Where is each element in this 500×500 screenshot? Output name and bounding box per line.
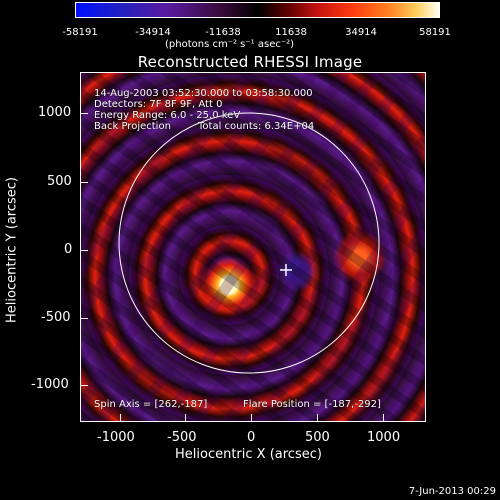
info-detectors: Detectors: 7F 8F 9F, Att 0 bbox=[94, 99, 223, 110]
y-tick-mark bbox=[80, 250, 88, 251]
x-tick-mark bbox=[120, 414, 121, 422]
info-time-range: 14-Aug-2003 03:52:30.000 to 03:58:30.000 bbox=[94, 88, 313, 99]
x-axis-label: Heliocentric X (arcsec) bbox=[175, 447, 322, 462]
timestamp: 7-Jun-2013 00:29 bbox=[408, 486, 496, 497]
colorbar-tick: -11638 bbox=[205, 27, 241, 38]
y-tick-mark bbox=[80, 113, 88, 114]
colorbar-tick: 11638 bbox=[275, 27, 307, 38]
page-title: Reconstructed RHESSI Image bbox=[137, 53, 363, 71]
info-method: Back Projection bbox=[94, 121, 171, 132]
x-tick-label: -1000 bbox=[97, 430, 135, 445]
colorbar-tick: 58191 bbox=[419, 27, 451, 38]
y-axis-label: Heliocentric Y (arcsec) bbox=[4, 177, 20, 323]
y-tick-label: 500 bbox=[47, 174, 72, 189]
solar-limb-circle bbox=[118, 112, 380, 374]
y-tick-mark bbox=[80, 318, 88, 319]
y-tick-label: -500 bbox=[41, 310, 71, 325]
spin-axis-label: Spin Axis = [262,-187] bbox=[94, 399, 208, 410]
info-energy-range: Energy Range: 6.0 - 25.0 keV bbox=[94, 110, 241, 121]
x-tick-label: 500 bbox=[305, 430, 330, 445]
plot-overlay bbox=[118, 112, 380, 374]
x-tick-label: -500 bbox=[167, 430, 197, 445]
x-tick-mark bbox=[185, 414, 186, 422]
colorbar-unit: (photons cm⁻² s⁻¹ asec⁻²) bbox=[165, 39, 295, 50]
rhessi-image: 14-Aug-2003 03:52:30.000 to 03:58:30.000… bbox=[80, 72, 426, 422]
colorbar-tick: -58191 bbox=[62, 27, 98, 38]
y-tick-mark bbox=[80, 385, 88, 386]
colorbar bbox=[75, 2, 440, 18]
y-tick-mark bbox=[80, 182, 88, 183]
x-tick-mark bbox=[383, 414, 384, 422]
colorbar-tick: 34914 bbox=[345, 27, 377, 38]
y-tick-label: 0 bbox=[64, 242, 73, 257]
y-tick-label: 1000 bbox=[38, 105, 72, 120]
info-total-counts: Total counts: 6.34E+04 bbox=[198, 121, 315, 132]
x-tick-label: 0 bbox=[247, 430, 256, 445]
x-tick-mark bbox=[251, 414, 252, 422]
colorbar-tick: -34914 bbox=[135, 27, 171, 38]
x-tick-label: 1000 bbox=[367, 430, 401, 445]
flare-position-label: Flare Position = [-187,-292] bbox=[243, 399, 381, 410]
y-tick-label: -1000 bbox=[31, 377, 69, 392]
x-tick-mark bbox=[317, 414, 318, 422]
